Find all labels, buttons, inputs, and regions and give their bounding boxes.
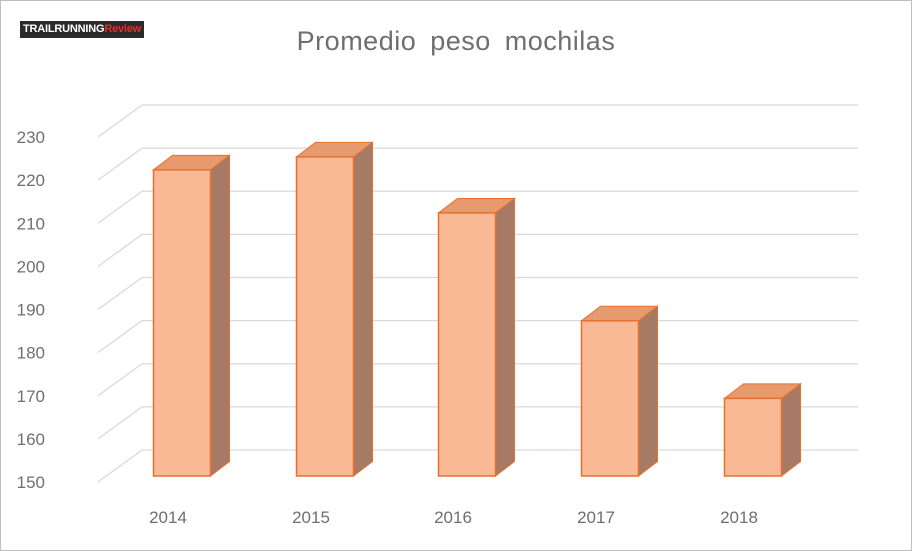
x-tick-label: 2017 [577, 508, 615, 527]
y-tick-label: 150 [17, 473, 45, 492]
gridline-depth [97, 190, 143, 224]
gridline-depth [97, 449, 143, 483]
bar-2015 [295, 141, 374, 478]
logo-text-trailrunning: TRAILRUNNING [23, 23, 105, 35]
gridline-depth [97, 104, 143, 138]
y-tick-label: 200 [17, 257, 45, 276]
bar-side [781, 382, 801, 478]
bar-front [295, 156, 355, 477]
bar-front [580, 320, 640, 477]
chart-title: Promedio peso mochilas [296, 26, 616, 56]
y-tick-label: 180 [17, 344, 45, 363]
y-tick-label: 230 [17, 128, 45, 147]
x-axis-ticks: 2014 2015 2016 2017 2018 [149, 508, 758, 527]
gridline-depth [97, 233, 143, 267]
gridline-depth [97, 147, 143, 181]
bar-2014 [152, 154, 231, 478]
x-tick-label: 2016 [434, 508, 472, 527]
x-tick-label: 2014 [149, 508, 187, 527]
bar-front [437, 212, 497, 477]
trailrunning-review-logo: TRAILRUNNINGReview [20, 21, 145, 38]
x-tick-label: 2015 [292, 508, 330, 527]
bar-front [723, 397, 783, 477]
bar-2017 [580, 305, 659, 478]
gridline-depth [97, 363, 143, 397]
y-tick-label: 220 [17, 171, 45, 190]
gridline-depth [97, 276, 143, 311]
bar-2018 [723, 382, 802, 478]
bar-side [353, 141, 373, 478]
logo-text-review: Review [104, 23, 142, 35]
y-tick-label: 190 [17, 301, 45, 320]
y-tick-label: 210 [17, 214, 45, 233]
bars [152, 141, 802, 478]
x-tick-label: 2018 [720, 508, 758, 527]
y-axis-ticks: 150 160 170 180 190 200 210 220 230 [17, 128, 45, 492]
bar-2016 [437, 197, 516, 478]
bar-front [152, 169, 212, 477]
bar-side [495, 197, 515, 478]
y-tick-label: 160 [17, 430, 45, 449]
gridline-depth [97, 406, 143, 440]
gridline-depth [97, 320, 143, 354]
bar-side [210, 154, 230, 478]
bar-side [638, 305, 658, 478]
y-tick-label: 170 [17, 387, 45, 406]
